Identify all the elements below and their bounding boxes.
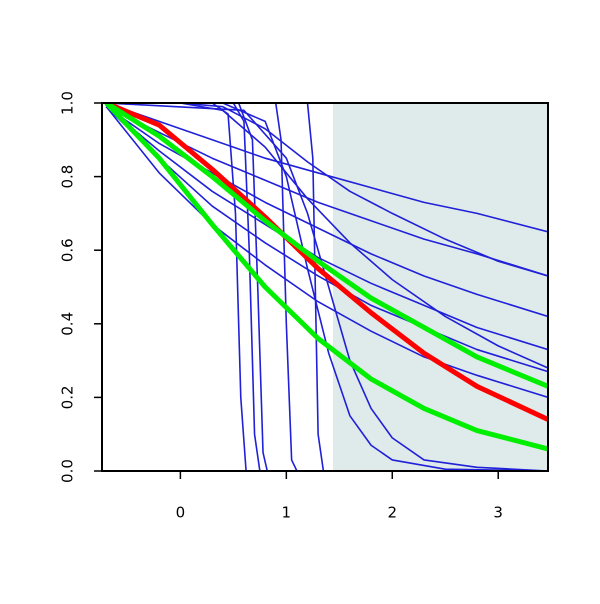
y-tick-label: 0.0 bbox=[59, 459, 77, 483]
line bbox=[105, 106, 548, 373]
line bbox=[105, 103, 548, 233]
x-tick-label: 1 bbox=[282, 504, 292, 522]
y-tick-label: 0.2 bbox=[59, 385, 77, 409]
highlight-line bbox=[105, 103, 548, 422]
line bbox=[105, 106, 548, 399]
line bbox=[106, 103, 548, 471]
line bbox=[106, 103, 548, 471]
y-tick-label: 0.8 bbox=[59, 165, 77, 189]
line bbox=[106, 103, 548, 471]
line bbox=[106, 103, 548, 471]
line bbox=[105, 106, 548, 318]
y-tick-label: 1.0 bbox=[59, 91, 77, 115]
line bbox=[106, 103, 548, 277]
plot-frame bbox=[101, 102, 549, 472]
x-tick-label: 2 bbox=[387, 504, 397, 522]
line bbox=[106, 103, 548, 471]
x-tick-label: 3 bbox=[493, 504, 503, 522]
line bbox=[106, 103, 548, 471]
shaded-region bbox=[332, 103, 548, 471]
line bbox=[105, 106, 548, 351]
line bbox=[106, 103, 548, 369]
highlight-line bbox=[104, 103, 548, 452]
y-tick-label: 0.4 bbox=[59, 312, 77, 336]
x-tick-label: 0 bbox=[176, 504, 186, 522]
highlight-line bbox=[104, 103, 548, 389]
y-tick-label: 0.6 bbox=[59, 238, 77, 262]
